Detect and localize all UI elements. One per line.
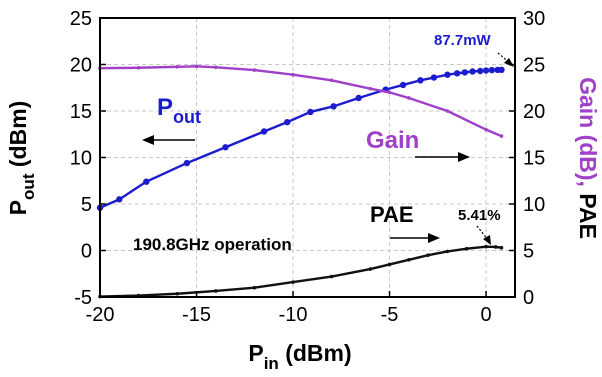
data-point-pout bbox=[183, 159, 191, 167]
pae-arrow bbox=[390, 233, 440, 243]
data-point-pout bbox=[222, 144, 229, 151]
data-point-pout bbox=[355, 94, 362, 102]
data-point-pout bbox=[260, 128, 268, 135]
data-point-pae bbox=[252, 285, 257, 290]
series-line-pae bbox=[99, 245, 502, 298]
x-tick-label: -10 bbox=[279, 304, 308, 326]
tick-labels: -20 -15 -10 -5 0 -5 0 5 10 15 20 25 0 5 10 15 20 25 30 bbox=[70, 8, 546, 326]
x-tick-label: -5 bbox=[381, 304, 399, 326]
pout-arrow bbox=[142, 135, 195, 145]
peak-power-arrow bbox=[497, 52, 514, 67]
y-left-label-rest: (dBm) bbox=[5, 101, 31, 174]
data-point-pae bbox=[445, 249, 450, 254]
data-point-gain bbox=[291, 72, 295, 77]
data-point-gain bbox=[445, 109, 450, 113]
y-left-tick-label: 10 bbox=[70, 148, 92, 170]
y-left-label-sub: out bbox=[19, 173, 38, 200]
y-right-label-tail: PAE bbox=[575, 193, 601, 239]
data-point-pae bbox=[499, 245, 504, 250]
series-line-pout bbox=[99, 68, 502, 209]
x-tick-label: -20 bbox=[86, 304, 115, 326]
data-point-gain bbox=[407, 96, 411, 100]
y-right-tick-label: 15 bbox=[523, 148, 545, 170]
data-point-pae bbox=[493, 245, 498, 249]
data-point-pae bbox=[214, 289, 218, 293]
data-point-pout bbox=[116, 196, 123, 203]
data-point-gain bbox=[136, 65, 141, 70]
data-point-pout bbox=[417, 77, 424, 84]
data-point-pae bbox=[291, 280, 295, 284]
x-axis-label-main: P bbox=[248, 340, 263, 366]
x-axis-label-rest: (dBm) bbox=[279, 340, 352, 366]
data-point-pout bbox=[430, 74, 438, 81]
data-point-pout bbox=[498, 66, 505, 74]
pae-annotation: PAE bbox=[370, 202, 414, 227]
data-point-gain bbox=[252, 68, 257, 72]
peak-pae-annotation: 5.41% bbox=[458, 207, 501, 224]
data-point-pae bbox=[426, 253, 430, 257]
peak-pae-arrow bbox=[476, 225, 491, 245]
x-tick-label: -15 bbox=[182, 304, 211, 326]
data-point-gain bbox=[214, 65, 218, 70]
pout-annotation: Pout bbox=[157, 94, 201, 127]
data-point-pout bbox=[477, 67, 484, 75]
y-right-tick-label: 25 bbox=[523, 55, 545, 77]
y-right-tick-label: 5 bbox=[523, 241, 534, 263]
data-point-pout bbox=[284, 118, 291, 126]
data-point-pae bbox=[387, 262, 392, 267]
x-axis-label: Pin (dBm) bbox=[248, 340, 351, 373]
x-axis-label-sub: in bbox=[264, 354, 279, 373]
y-right-tick-label: 30 bbox=[523, 8, 545, 30]
data-point-pout bbox=[307, 108, 314, 116]
data-point-pout bbox=[444, 71, 451, 78]
y-left-tick-label: 20 bbox=[70, 55, 92, 77]
data-point-gain bbox=[194, 64, 199, 69]
data-point-pae bbox=[484, 244, 488, 249]
data-point-pae bbox=[368, 267, 373, 271]
y-right-axis-label: Gain (dB), PAE bbox=[575, 77, 601, 239]
y-left-tick-label: 15 bbox=[70, 101, 92, 123]
data-point-pae bbox=[175, 291, 180, 296]
y-left-tick-label: 5 bbox=[81, 194, 92, 216]
pout-annotation-sub: out bbox=[173, 107, 201, 127]
y-right-label-main: Gain (dB), bbox=[575, 77, 601, 193]
data-point-pout bbox=[482, 67, 490, 74]
data-point-pout bbox=[330, 103, 337, 110]
series-line-gain bbox=[99, 65, 502, 138]
data-point-gain bbox=[368, 86, 373, 91]
data-point-gain bbox=[329, 78, 334, 83]
data-point-pae bbox=[329, 274, 334, 279]
data-point-gain bbox=[387, 90, 392, 95]
pout-annotation-main: P bbox=[157, 94, 173, 121]
data-point-gain bbox=[499, 134, 504, 138]
y-left-tick-label: -5 bbox=[74, 287, 92, 309]
gain-annotation: Gain bbox=[366, 127, 419, 154]
peak-power-annotation: 87.7mW bbox=[434, 32, 492, 49]
y-right-tick-label: 20 bbox=[523, 101, 545, 123]
data-point-pae bbox=[407, 258, 411, 262]
y-left-tick-label: 25 bbox=[70, 8, 92, 30]
y-right-tick-label: 0 bbox=[523, 287, 534, 309]
data-point-pout bbox=[461, 69, 469, 76]
data-point-pae bbox=[464, 246, 469, 251]
y-right-tick-label: 10 bbox=[523, 194, 545, 216]
data-point-pout bbox=[488, 66, 496, 74]
data-point-pout bbox=[453, 70, 461, 77]
series-layer bbox=[96, 64, 505, 299]
x-tick-label: 0 bbox=[480, 304, 491, 326]
operation-annotation: 190.8GHz operation bbox=[133, 235, 292, 254]
data-point-pout bbox=[469, 68, 476, 75]
data-point-pout bbox=[399, 81, 407, 89]
y-left-label-main: P bbox=[5, 200, 31, 215]
gain-arrow bbox=[415, 152, 470, 162]
data-point-gain bbox=[484, 127, 488, 132]
y-left-axis-label: Pout (dBm) bbox=[5, 101, 38, 216]
y-left-tick-label: 0 bbox=[81, 241, 92, 263]
data-point-pout bbox=[143, 178, 150, 185]
data-point-gain bbox=[175, 65, 180, 69]
